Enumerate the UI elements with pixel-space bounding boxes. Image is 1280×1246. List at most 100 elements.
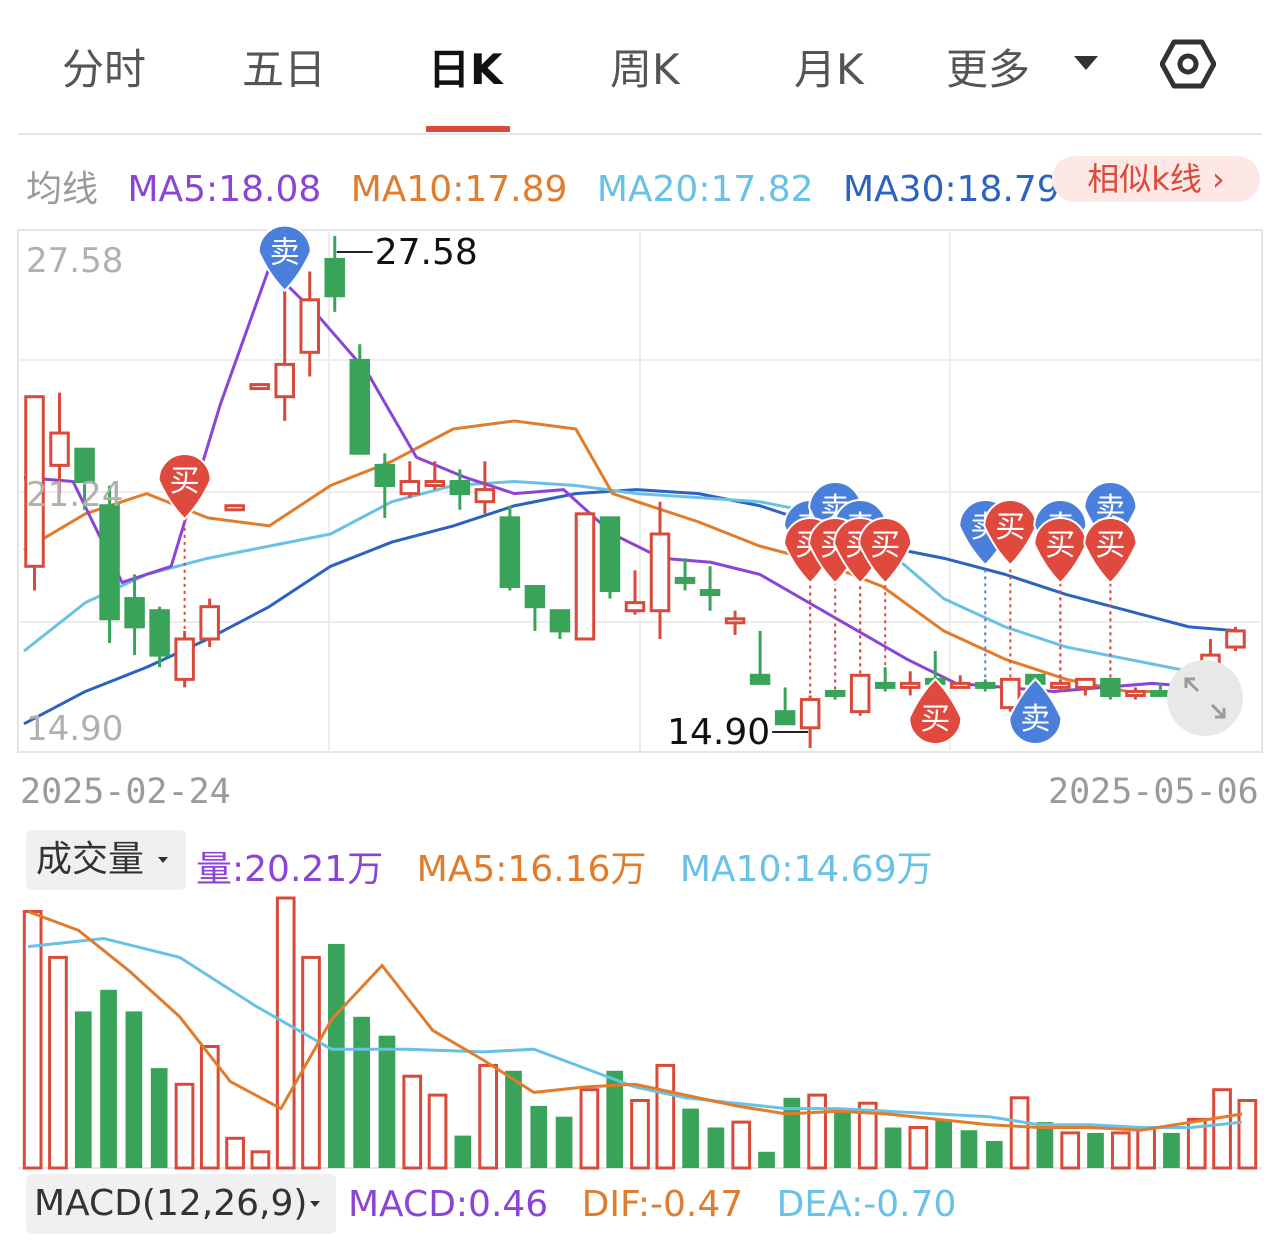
signal-label: 卖 [1020,702,1050,737]
volume-bar [530,1105,548,1168]
volume-bar [807,1093,827,1170]
volume-select-label: 成交量 [36,839,145,880]
ma5-value: MA5:18.08 [127,169,322,210]
volume-bar [505,1070,522,1168]
ma30-value: MA30:18.79 [842,169,1060,210]
buy-signal: 买 [157,453,212,521]
candle-body [424,480,446,488]
similar-kline-button[interactable]: 相似k线 › [1052,156,1260,202]
sell-signal: 卖 [958,499,1013,567]
signal-label: 买 [170,464,200,499]
candle-body [649,532,671,613]
sell-signal: 卖 [808,481,863,549]
signal-drop [157,453,212,521]
tab-more[interactable]: 更多 [946,45,1031,94]
candle-body [624,601,646,613]
price-labels: 27.58 21.24 14.90 [26,241,123,749]
candle-body [1150,689,1171,697]
chart-grid [17,229,1263,753]
volume-bar [555,1116,573,1168]
hexagon-gear-icon[interactable] [1160,38,1216,90]
candle-body [1175,681,1196,698]
candle-body [799,698,821,730]
tab-five-day[interactable]: 五日 [242,45,327,94]
volume-bar [630,1099,650,1170]
volume-bar [1186,1117,1207,1170]
candle-body [1075,677,1096,689]
tabs-divider [18,133,1262,135]
volume-bar [174,1082,195,1170]
tab-monthly-k[interactable]: 月K [794,45,864,94]
volume-bars [22,896,1258,1170]
candle-body [499,516,521,588]
signal-label: 买 [995,510,1025,545]
tab-intraday[interactable]: 分时 [62,45,147,94]
dif-value: DIF:-0.47 [581,1184,744,1225]
volume-bar [301,955,321,1170]
signal-drop [783,499,838,567]
y-tick-mid: 21.24 [26,475,123,515]
candle-body [374,463,396,488]
volume-bar [100,989,117,1168]
volume-bar [125,1011,143,1168]
high-low-markers: 27.58 14.90 [336,232,809,753]
candle-body [724,617,746,625]
active-tab-indicator [426,126,510,132]
candle-body [1025,673,1046,685]
macd-indicator-select[interactable]: MACD(12,26,9) [26,1174,336,1234]
ma-lines [23,265,1239,726]
expand-arrows-icon[interactable] [1167,660,1243,736]
volume-bar [225,1136,245,1170]
volume-bar [275,896,296,1170]
volume-bar [758,1151,775,1168]
signal-drop [808,481,863,549]
y-tick-high: 27.58 [26,241,123,281]
ma20-value: MA20:17.82 [596,169,814,210]
caret-down-icon[interactable] [1074,56,1098,70]
volume-legend: 量:20.21万 MA5:16.16万 MA10:14.69万 [196,840,955,892]
volume-bar [834,1108,851,1168]
buy-signal: 买 [1033,517,1088,585]
buy-signal: 买 [983,499,1038,567]
candle-body [99,504,120,621]
ma20-line [23,480,1239,685]
candle-body [749,673,771,685]
signal-drop [958,499,1013,567]
macd-legend: MACD:0.46 DIF:-0.47 DEA:-0.70 [348,1184,978,1225]
candle-body [324,257,346,298]
tab-weekly-k[interactable]: 周K [610,45,680,94]
volume-bar [1237,1099,1258,1170]
volume-indicator-select[interactable]: 成交量 [26,830,186,890]
signal-drop [833,499,888,567]
volume-bar [1087,1132,1104,1168]
buy-signal: 买 [908,677,963,745]
high-marker-label: 27.58 [375,232,478,273]
volume-bar [454,1135,472,1168]
candle-body [199,605,220,641]
candle-body [950,681,971,689]
candle-body [874,681,896,689]
volume-bar [74,1011,92,1168]
volume-bar [48,955,68,1170]
volume-bar [884,1127,902,1168]
signal-label: 卖 [795,510,825,545]
volume-bar [908,1126,929,1170]
volume-bar [1110,1131,1131,1170]
candle-body [975,681,996,689]
tab-daily-k[interactable]: 日K [428,45,503,94]
signal-drop [983,499,1038,567]
volume-bar [1212,1088,1232,1170]
volume-bar [682,1108,699,1168]
period-tabs: 分时 五日 日K 周K 月K 更多 [0,0,1280,134]
volume-bar [250,1150,271,1170]
ma-legend: 均线 MA5:18.08 MA10:17.89 MA20:17.82 MA30:… [26,160,1078,212]
signal-label: 卖 [1095,492,1125,527]
signal-drop [808,517,863,585]
signal-label: 买 [820,528,850,563]
volume-bar [606,1070,624,1168]
buy-signal: 买 [858,517,913,585]
dea-value: DEA:-0.70 [776,1184,957,1225]
sell-signal: 卖 [1033,499,1088,567]
volume-bar [1060,1131,1081,1170]
candle-body [1000,677,1021,710]
